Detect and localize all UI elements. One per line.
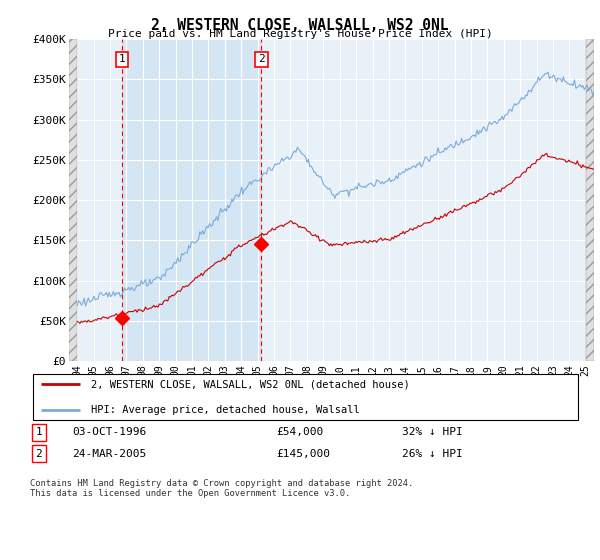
Text: 24-MAR-2005: 24-MAR-2005 <box>72 449 146 459</box>
Text: 2, WESTERN CLOSE, WALSALL, WS2 0NL (detached house): 2, WESTERN CLOSE, WALSALL, WS2 0NL (deta… <box>91 379 409 389</box>
FancyBboxPatch shape <box>33 374 578 420</box>
Text: £145,000: £145,000 <box>276 449 330 459</box>
Text: 1: 1 <box>119 54 125 64</box>
Text: Price paid vs. HM Land Registry's House Price Index (HPI): Price paid vs. HM Land Registry's House … <box>107 29 493 39</box>
Text: Contains HM Land Registry data © Crown copyright and database right 2024.
This d: Contains HM Land Registry data © Crown c… <box>30 479 413 498</box>
Text: 1: 1 <box>35 427 43 437</box>
Text: 26% ↓ HPI: 26% ↓ HPI <box>402 449 463 459</box>
Bar <box>122 39 262 361</box>
Text: £54,000: £54,000 <box>276 427 323 437</box>
Text: 2, WESTERN CLOSE, WALSALL, WS2 0NL: 2, WESTERN CLOSE, WALSALL, WS2 0NL <box>151 18 449 33</box>
Text: 03-OCT-1996: 03-OCT-1996 <box>72 427 146 437</box>
Text: 32% ↓ HPI: 32% ↓ HPI <box>402 427 463 437</box>
Text: HPI: Average price, detached house, Walsall: HPI: Average price, detached house, Wals… <box>91 405 359 415</box>
Text: 2: 2 <box>258 54 265 64</box>
Text: 2: 2 <box>35 449 43 459</box>
